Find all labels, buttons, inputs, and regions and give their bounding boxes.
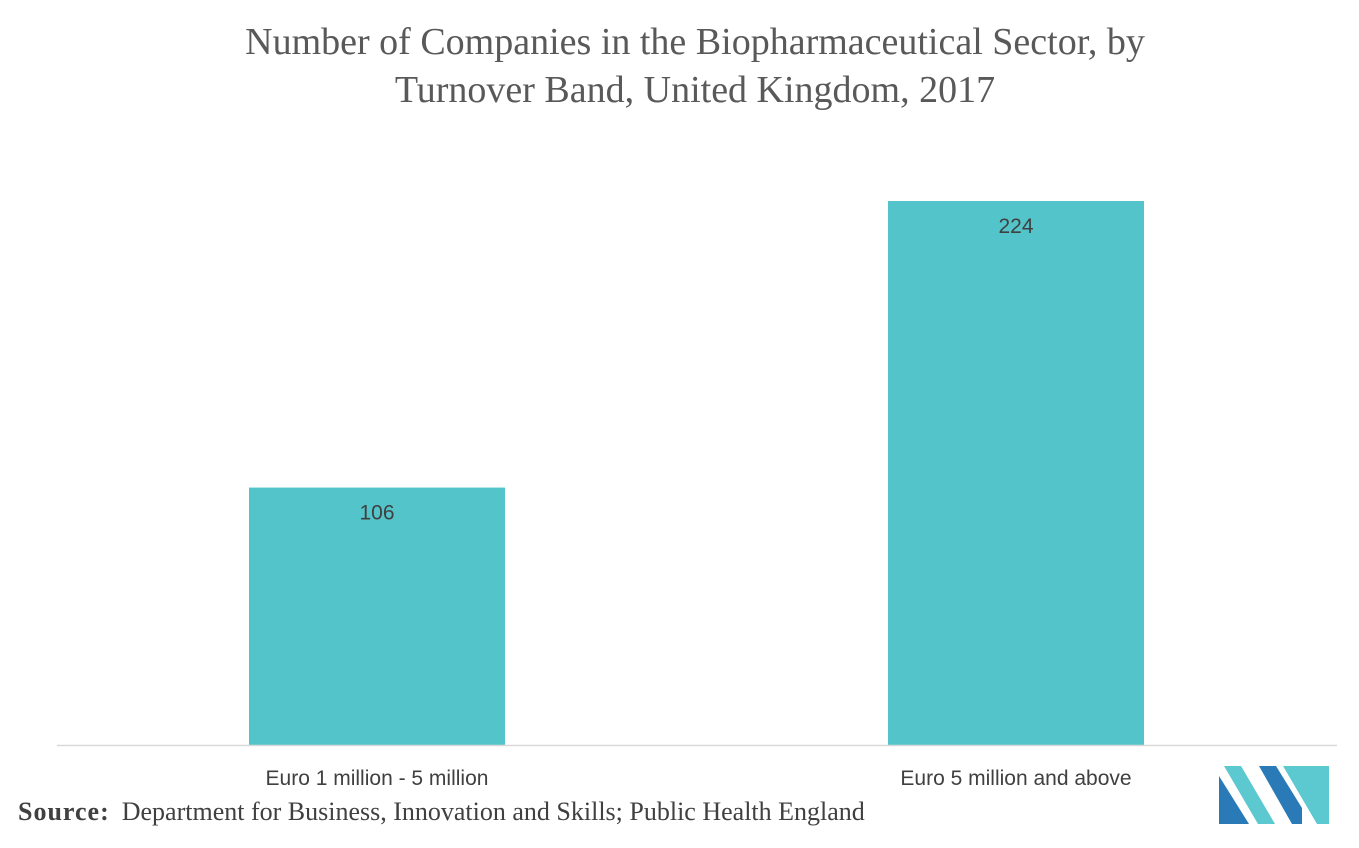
chart-title: Number of Companies in the Biopharmaceut… <box>0 18 1359 114</box>
data-label-euro-1-5-million: 106 <box>359 502 394 525</box>
brand-logo-icon <box>1219 766 1329 824</box>
bar-euro-1-5-million <box>249 487 505 745</box>
source-note: Source: Department for Business, Innovati… <box>18 797 865 827</box>
x-tick-label-euro-1-5-million: Euro 1 million - 5 million <box>266 767 489 790</box>
source-text: Department for Business, Innovation and … <box>121 797 865 826</box>
logo-shape-3 <box>1259 766 1302 824</box>
chart-title-line-2: Turnover Band, United Kingdom, 2017 <box>394 69 996 111</box>
chart-title-line-1: Number of Companies in the Biopharmaceut… <box>245 21 1145 63</box>
x-tick-label-euro-5-million-above: Euro 5 million and above <box>900 767 1131 790</box>
data-label-euro-5-million-above: 224 <box>998 215 1033 238</box>
bar-euro-5-million-above <box>888 201 1144 745</box>
logo-shape-4 <box>1283 766 1329 824</box>
logo-shape-2 <box>1224 766 1275 824</box>
source-label: Source: <box>18 797 110 826</box>
logo-shape-1 <box>1219 776 1249 824</box>
